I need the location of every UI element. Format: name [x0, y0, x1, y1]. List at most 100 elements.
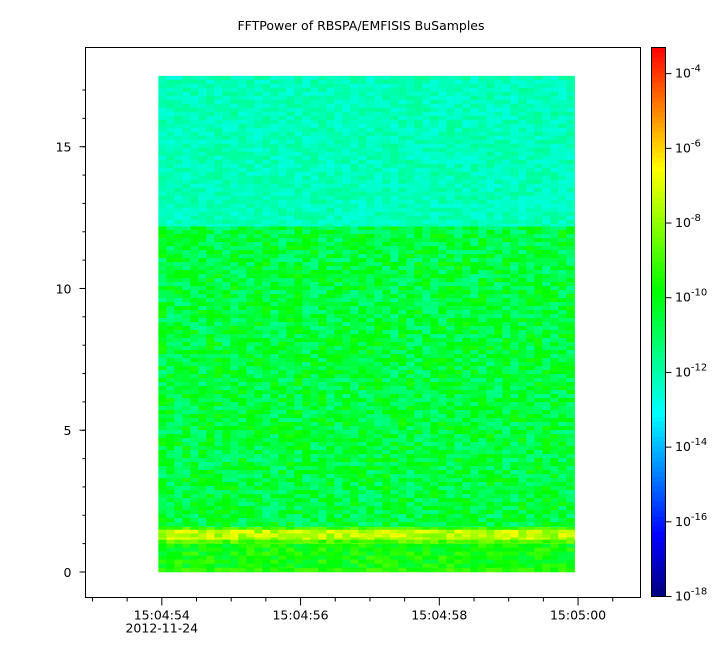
heatmap-cell — [366, 539, 375, 544]
heatmap-cell — [574, 238, 575, 243]
heatmap-cell — [342, 486, 351, 491]
heatmap-cell — [518, 422, 527, 427]
heatmap-cell — [278, 75, 287, 81]
heatmap-cell — [230, 366, 239, 371]
heatmap-cell — [342, 478, 351, 483]
heatmap-cell — [446, 370, 455, 375]
heatmap-cell — [558, 426, 567, 431]
heatmap-cell — [246, 518, 255, 523]
heatmap-cell — [518, 522, 527, 527]
heatmap-cell — [270, 362, 279, 367]
heatmap-cell — [350, 446, 359, 451]
heatmap-cell — [462, 470, 471, 475]
heatmap-cell — [526, 514, 535, 519]
heatmap-cell — [478, 406, 487, 411]
heatmap-cell — [174, 438, 183, 443]
heatmap-cell — [310, 555, 319, 560]
heatmap-cell — [454, 526, 463, 527]
heatmap-cell — [398, 374, 407, 379]
heatmap-cell — [270, 318, 279, 323]
heatmap-cell — [198, 310, 207, 315]
heatmap-cell — [398, 533, 407, 538]
heatmap-cell — [174, 87, 183, 93]
heatmap-cell — [278, 539, 287, 544]
heatmap-cell — [526, 450, 535, 455]
heatmap-cell — [318, 83, 327, 89]
heatmap-cell — [158, 362, 167, 367]
heatmap-cell — [406, 378, 415, 383]
heatmap-cell — [566, 230, 575, 235]
heatmap-cell — [262, 402, 271, 407]
heatmap-cell — [374, 506, 383, 511]
heatmap-cell — [510, 230, 519, 235]
heatmap-cell — [470, 286, 479, 291]
heatmap-cell — [494, 494, 503, 499]
heatmap-cell — [302, 442, 311, 447]
heatmap-cell — [526, 478, 535, 483]
heatmap-cell — [350, 486, 359, 491]
heatmap-cell — [558, 406, 567, 411]
heatmap-cell — [518, 234, 527, 239]
heatmap-cell — [502, 529, 511, 534]
heatmap-cell — [574, 306, 575, 311]
heatmap-cell — [270, 438, 279, 443]
heatmap-cell — [214, 474, 223, 479]
heatmap-cell — [302, 551, 311, 556]
heatmap-cell — [334, 458, 343, 463]
heatmap-cell — [414, 234, 423, 239]
heatmap-cell — [374, 571, 383, 573]
heatmap-cell — [342, 506, 351, 511]
heatmap-cell — [534, 286, 543, 291]
heatmap-cell — [366, 282, 375, 287]
heatmap-cell — [542, 290, 551, 295]
heatmap-cell — [406, 246, 415, 251]
heatmap-cell — [222, 314, 231, 319]
heatmap-cell — [526, 494, 535, 499]
heatmap-cell — [270, 410, 279, 415]
heatmap-cell — [278, 470, 287, 475]
heatmap-cell — [446, 567, 455, 573]
heatmap-cell — [294, 250, 303, 255]
heatmap-cell — [302, 390, 311, 395]
heatmap-cell — [246, 250, 255, 255]
heatmap-cell — [470, 338, 479, 343]
heatmap-cell — [294, 330, 303, 335]
heatmap-cell — [414, 358, 423, 363]
heatmap-cell — [446, 450, 455, 455]
heatmap-cell — [422, 474, 431, 479]
heatmap-cell — [262, 234, 271, 239]
heatmap-cell — [238, 374, 247, 379]
heatmap-cell — [238, 262, 247, 267]
heatmap-cell — [374, 533, 383, 538]
heatmap-cell — [398, 498, 407, 503]
heatmap-cell — [398, 274, 407, 279]
heatmap-cell — [278, 478, 287, 483]
heatmap-cell — [286, 362, 295, 367]
heatmap-cell — [198, 374, 207, 379]
heatmap-cell — [230, 322, 239, 327]
heatmap-cell — [558, 470, 567, 475]
heatmap-cell — [270, 338, 279, 343]
heatmap-cell — [534, 402, 543, 407]
heatmap-cell — [542, 498, 551, 503]
heatmap-cell — [238, 543, 247, 548]
heatmap-cell — [430, 526, 439, 527]
heatmap-cell — [494, 470, 503, 475]
heatmap-cell — [430, 386, 439, 391]
heatmap-cell — [478, 226, 487, 231]
heatmap-cell — [190, 374, 199, 379]
heatmap-cell — [190, 254, 199, 259]
heatmap-cell — [254, 426, 263, 431]
heatmap-cell — [486, 282, 495, 287]
heatmap-cell — [342, 354, 351, 359]
heatmap-cell — [454, 494, 463, 499]
heatmap-cell — [374, 474, 383, 479]
heatmap-cell — [214, 551, 223, 556]
heatmap-cell — [214, 414, 223, 419]
heatmap-cell — [318, 510, 327, 515]
heatmap-cell — [438, 506, 447, 511]
heatmap-cell — [230, 254, 239, 259]
heatmap-cell — [318, 502, 327, 507]
heatmap-cell — [318, 442, 327, 447]
heatmap-cell — [294, 298, 303, 303]
